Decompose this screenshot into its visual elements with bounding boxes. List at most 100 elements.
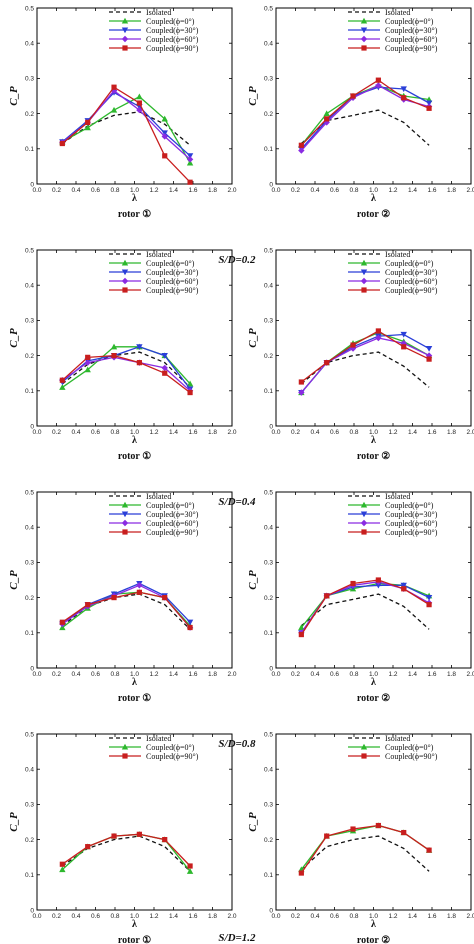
x-tick-label: 0.0 (32, 429, 41, 436)
y-tick-label: 0.2 (264, 837, 273, 844)
series-point-2 (59, 861, 65, 867)
y-tick-label: 0.5 (25, 247, 34, 254)
x-tick-label: 1.8 (208, 429, 217, 436)
x-tick-label: 0.2 (291, 429, 300, 436)
group-caption: S/D=0.2 (218, 254, 256, 266)
x-tick-label: 1.8 (208, 671, 217, 678)
x-axis-label: λ (132, 193, 137, 204)
series-line-4 (61, 86, 191, 183)
legend-marker (122, 45, 128, 51)
chart-panel-1: 0.0 0.2 0.4 0.6 0.8 1.0 1.2 1.4 1.6 1.8 2.0 0 0.1 0.2… (218, 5, 474, 266)
series-line-1 (62, 95, 191, 164)
plot-frame (36, 249, 233, 427)
x-tick-label: 1.8 (447, 429, 456, 436)
series-line-0 (62, 111, 191, 146)
series-point-2 (111, 833, 117, 839)
x-tick-label: 1.8 (447, 187, 456, 194)
series-point-4 (426, 105, 432, 111)
legend-marker (360, 277, 368, 285)
legend-label: Coupled(ϕ=90°) (385, 286, 438, 295)
legend-label: Coupled(ϕ=0°) (385, 743, 434, 752)
x-tick-label: 0.6 (91, 671, 100, 678)
x-tick-label: 0.4 (71, 429, 80, 436)
series-point-2 (425, 595, 433, 601)
x-tick-label: 2.0 (227, 429, 236, 436)
legend-label: Coupled(ϕ=0°) (146, 501, 195, 510)
x-tick-label: 1.2 (388, 429, 397, 436)
series-point-2 (298, 870, 304, 876)
x-tick-label: 1.6 (427, 429, 436, 436)
x-tick-label: 0.8 (110, 429, 119, 436)
series-point-4 (111, 595, 117, 601)
series-line-0 (62, 351, 191, 388)
y-axis-label: C_P (8, 812, 20, 832)
x-tick-label: 1.6 (188, 913, 197, 920)
series-point-1 (161, 115, 168, 122)
x-tick-label: 0.8 (349, 671, 358, 678)
x-tick-label: 0.4 (310, 187, 319, 194)
series-point-2 (375, 582, 382, 589)
legend-label: Coupled(ϕ=30°) (146, 26, 199, 35)
y-tick-label: 0.1 (25, 388, 34, 395)
x-tick-label: 0.2 (291, 671, 300, 678)
y-tick-label: 0.5 (264, 247, 273, 254)
legend-marker (361, 529, 367, 535)
x-tick-label: 1.0 (130, 429, 139, 436)
y-tick-label: 0.2 (264, 353, 273, 360)
y-tick-label: 0.1 (25, 146, 34, 153)
y-tick-label: 0.4 (264, 525, 273, 532)
x-tick-label: 1.6 (427, 671, 436, 678)
series-point-4 (375, 77, 381, 83)
legend-label: Isolated (146, 250, 171, 259)
series-point-3 (136, 582, 143, 589)
series-point-2 (375, 822, 381, 829)
y-tick-label: 0.5 (25, 731, 34, 738)
series-point-3 (298, 147, 305, 154)
series-point-1 (323, 110, 330, 117)
legend-marker (361, 287, 367, 293)
x-tick-label: 1.0 (130, 913, 139, 920)
y-axis-label: C_P (8, 328, 20, 348)
legend-label: Coupled(ϕ=60°) (385, 519, 438, 528)
legend-marker (360, 501, 368, 508)
series-line-4 (61, 354, 191, 394)
series-line-2 (61, 346, 191, 390)
series-line-0 (62, 835, 191, 872)
series-point-1 (110, 106, 118, 113)
x-axis-label: λ (371, 677, 376, 688)
legend-label: Isolated (385, 8, 410, 17)
series-point-2 (324, 833, 330, 839)
chart-panel-7: 0.0 0.2 0.4 0.6 0.8 1.0 1.2 1.4 1.6 1.8 2.0 0 0.1 0.2… (218, 731, 474, 944)
panel-label: rotor ① (118, 451, 151, 462)
panel-label: rotor ② (357, 209, 390, 220)
x-tick-label: 1.6 (188, 187, 197, 194)
y-tick-label: 0.3 (25, 318, 34, 325)
legend-marker (121, 501, 129, 508)
legend-marker (121, 17, 129, 24)
x-tick-label: 0.4 (71, 913, 80, 920)
x-tick-label: 1.8 (447, 913, 456, 920)
series-point-4 (324, 360, 330, 366)
x-tick-label: 0.6 (91, 187, 100, 194)
legend-label: Coupled(ϕ=90°) (385, 752, 438, 761)
legend-label: Isolated (146, 492, 171, 501)
series-point-2 (186, 619, 194, 626)
series-point-4 (401, 344, 407, 350)
y-tick-label: 0.4 (25, 283, 34, 290)
y-tick-label: 0.5 (25, 489, 34, 496)
series-line-2 (300, 824, 430, 874)
y-tick-label: 0.3 (264, 76, 273, 83)
y-tick-label: 0.2 (25, 595, 34, 602)
series-point-4 (187, 624, 193, 631)
x-tick-label: 2.0 (466, 913, 474, 920)
y-tick-label: 0.1 (264, 872, 273, 879)
legend-label: Coupled(ϕ=30°) (146, 510, 199, 519)
legend-label: Coupled(ϕ=0°) (385, 259, 434, 268)
x-tick-label: 0.8 (349, 187, 358, 194)
plot-frame (36, 733, 233, 911)
legend-label: Coupled(ϕ=30°) (385, 268, 438, 277)
x-tick-label: 2.0 (466, 187, 474, 194)
series-point-3 (186, 156, 194, 163)
y-tick-label: 0.5 (25, 5, 34, 12)
series-line-1 (300, 824, 430, 870)
